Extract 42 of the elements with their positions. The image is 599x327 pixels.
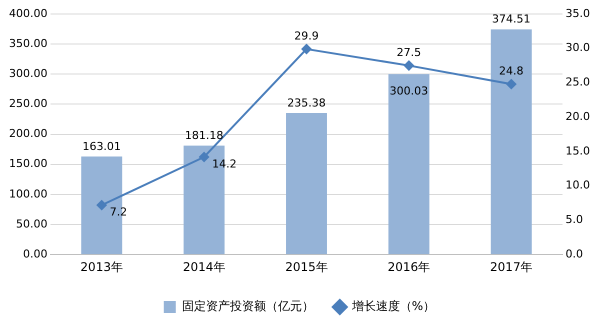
point — [199, 152, 210, 162]
x-tick-label: 2015年 — [285, 260, 328, 274]
y2-tick-label: 5.0 — [566, 213, 584, 226]
data-label: 374.51 — [492, 12, 531, 26]
y-tick-label: 150.00 — [8, 157, 48, 170]
y2-tick-label: 30.0 — [566, 41, 590, 54]
bar — [490, 29, 532, 254]
y2-tick-label: 15.0 — [566, 144, 590, 158]
bar — [286, 113, 327, 254]
bar — [388, 74, 430, 254]
data-label: 7.2 — [110, 205, 128, 218]
x-tick-label: 2013年 — [80, 260, 123, 274]
x-tick-label: 2016年 — [388, 260, 430, 274]
data-label: 181.18 — [184, 128, 224, 142]
legend-label: 增长速度（%） — [350, 299, 436, 314]
x-tick-label: 2017年 — [490, 260, 533, 274]
y2-tick-label: 35.0 — [566, 6, 590, 20]
data-label: 27.5 — [396, 46, 422, 59]
y2-tick-label: 10.0 — [566, 178, 590, 192]
y-tick-label: 300.00 — [8, 67, 48, 80]
data-label: 235.38 — [287, 96, 326, 110]
data-label: 163.01 — [82, 140, 121, 153]
y-tick-label: 50.00 — [16, 217, 48, 230]
y2-tick-label: 0.0 — [566, 247, 584, 260]
data-label: 14.2 — [212, 157, 237, 170]
point — [404, 60, 414, 71]
y2-tick-label: 20.0 — [566, 110, 590, 123]
point — [302, 44, 312, 54]
y-tick-label: 250.00 — [8, 97, 48, 110]
y-tick-label: 350.00 — [8, 36, 48, 50]
x-tick-label: 2014年 — [182, 260, 226, 274]
point — [96, 200, 107, 210]
y-tick-label: 400.00 — [8, 6, 48, 20]
y2-tick-label: 25.0 — [566, 76, 590, 89]
data-label: 24.8 — [499, 64, 524, 78]
point — [506, 79, 516, 90]
data-label: 300.03 — [390, 84, 428, 98]
data-label: 29.9 — [294, 29, 319, 42]
y-tick-label: 0.00 — [22, 247, 48, 260]
y-tick-label: 200.00 — [8, 127, 48, 140]
legend-label: 固定资产投资额（亿元） — [182, 299, 314, 314]
y-tick-label: 100.00 — [8, 187, 48, 200]
